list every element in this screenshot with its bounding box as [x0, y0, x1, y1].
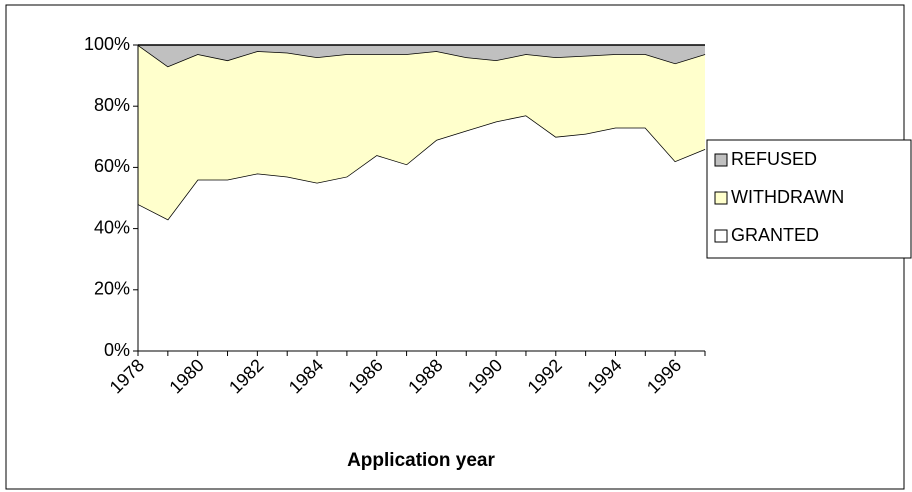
y-tick-label: 40% [94, 217, 130, 237]
legend-swatch [714, 191, 728, 205]
y-tick-label: 60% [94, 156, 130, 176]
y-tick-label: 20% [94, 279, 130, 299]
y-tick-label: 0% [104, 340, 130, 360]
area [138, 45, 705, 220]
y-tick-label: 80% [94, 95, 130, 115]
area [138, 45, 705, 67]
legend-swatch [714, 153, 728, 167]
x-axis-title: Application year [347, 450, 495, 471]
legend-box [706, 139, 912, 259]
legend-swatch [714, 229, 728, 243]
legend-label: REFUSED [731, 149, 817, 169]
legend-label: GRANTED [731, 225, 819, 245]
legend-label: WITHDRAWN [731, 187, 844, 207]
area [138, 115, 705, 351]
y-tick-label: 100% [84, 34, 130, 54]
